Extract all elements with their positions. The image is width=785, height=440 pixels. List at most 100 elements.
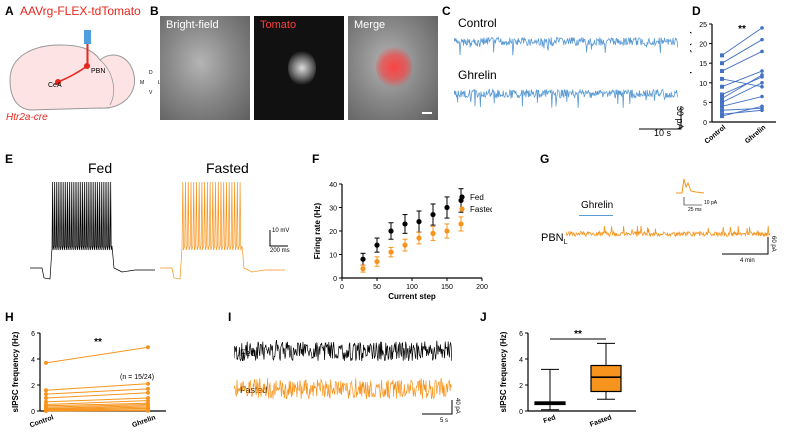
- chart-d: 0 5 10 15 20 25 sEPSC frequency (Hz) Control Ghr…: [690, 22, 776, 146]
- orientation-axes: D M L V: [140, 70, 162, 98]
- chart-j-category: Fasted: [589, 414, 613, 428]
- chart-d-pair-line: [721, 74, 763, 99]
- chart-d-control-point: [720, 100, 724, 105]
- trace-g-sub: L: [563, 239, 568, 247]
- chart-d-significance: **: [738, 24, 746, 35]
- chart-j-category: Fed: [543, 414, 557, 425]
- chart-h-control-point: [44, 409, 48, 413]
- merge-image: Merge: [348, 16, 438, 120]
- chart-h-category: Ghrelin: [131, 414, 156, 429]
- chart-f-point-fasted: [458, 221, 464, 227]
- chart-f-point-fasted: [444, 228, 450, 234]
- chart-h-pair-line: [45, 392, 149, 399]
- chart-f-point-fed: [374, 242, 380, 248]
- chart-d-ghrelin-point: [760, 94, 764, 99]
- chart-h-pair-line: [45, 397, 149, 403]
- chart-h-ghrelin-point: [146, 390, 150, 395]
- brightfield-image: Bright-field: [160, 16, 250, 120]
- chart-h-pair-line: [45, 404, 149, 408]
- trace-label-ghrelin: Ghrelin: [458, 68, 497, 82]
- chart-f-point-fed: [444, 204, 450, 211]
- scale-i-x: 5 s: [440, 418, 449, 424]
- chart-d-control-point: [720, 84, 724, 89]
- trace-label-fed: Fed: [88, 160, 113, 176]
- chart-h-y-tick-label: 6: [31, 331, 35, 338]
- brightfield-label: Bright-field: [166, 19, 219, 31]
- chart-d-control-point: [720, 104, 724, 109]
- mouse-line-label: Htr2a-cre: [6, 112, 48, 123]
- trace-i-fasted: [234, 378, 452, 400]
- panel-label-f: F: [312, 152, 320, 166]
- chart-d-y-tick-label: 15: [699, 61, 707, 68]
- chart-d-y-tick-label: 20: [699, 42, 707, 49]
- chart-f-point-fed: [430, 211, 436, 218]
- chart-h-control-point: [44, 392, 48, 397]
- scale-bar-c: [639, 106, 682, 130]
- firing-trace-fed: [30, 181, 155, 280]
- chart-j-y-tick-label: 6: [519, 331, 523, 338]
- chart-f-y-tick-label: 20: [329, 229, 337, 236]
- cea-label: CeA: [48, 82, 62, 89]
- chart-h-pair-line: [45, 400, 149, 405]
- inset-x: 25 ms: [688, 207, 702, 213]
- chart-f-x-tick-label: 150: [441, 284, 453, 291]
- chart-h: 0 2 4 6 sIPSC frequency (Hz) Control Ghrelin **…: [11, 331, 166, 429]
- chart-d-control-point: [720, 61, 724, 66]
- brain-sagittal-diagram: [9, 30, 136, 111]
- chart-d-control-point: [720, 76, 724, 81]
- chart-d-pair-line: [721, 39, 763, 64]
- panel-label-g: G: [540, 152, 550, 166]
- chart-d-pair-line: [721, 70, 763, 88]
- chart-d-control-point: [720, 112, 724, 117]
- trace-i-fed: [234, 340, 452, 362]
- inset-event: [676, 178, 705, 206]
- chart-d-ghrelin-point: [760, 37, 764, 42]
- chart-f-point-fed: [416, 219, 422, 225]
- chart-d-ghrelin-point: [760, 106, 764, 111]
- chart-f-point-fasted: [388, 249, 394, 255]
- scale-c-y: 30 pA: [675, 106, 685, 130]
- chart-h-control-point: [44, 396, 48, 400]
- chart-d-ghrelin-point: [760, 26, 764, 30]
- chart-f-x-tick-label: 0: [340, 284, 344, 291]
- chart-h-pair-line: [45, 405, 149, 409]
- chart-h-y-tick-label: 4: [31, 357, 35, 364]
- scale-bar-i: [422, 400, 453, 415]
- chart-h-y-tick-label: 2: [31, 383, 35, 390]
- chart-f-legend-marker-fed: [459, 194, 465, 200]
- chart-f-x-tick-label: 50: [373, 284, 381, 291]
- scale-bar: [422, 112, 432, 114]
- drug-bar: [579, 215, 613, 216]
- panel-label-d: D: [692, 4, 701, 18]
- chart-j-box-fasted: [590, 364, 622, 393]
- chart-h-pair-line: [45, 346, 149, 364]
- chart-h-ghrelin-point: [146, 381, 150, 386]
- chart-d-pair-line: [721, 27, 763, 56]
- chart-h-pair-line: [45, 388, 149, 395]
- chart-f-y-label: Firing rate (Hz): [313, 202, 322, 259]
- drug-label: Ghrelin: [581, 200, 614, 211]
- chart-h-pair-line: [45, 407, 149, 411]
- panel-a-schematic: AAVrg-FLEX-tdTomato CeA PBN Htr2a-cre: [0, 0, 150, 150]
- chart-f-y-tick-label: 0: [333, 276, 337, 283]
- chart-f-point-fasted: [402, 242, 408, 248]
- trace-ghrelin: [454, 88, 678, 108]
- chart-f-point-fasted: [374, 258, 380, 265]
- chart-d-control-point: [720, 96, 724, 101]
- chart-d-y-tick-label: 5: [703, 100, 707, 107]
- chart-f-point-fasted: [416, 235, 422, 241]
- chart-f-point-fasted: [430, 230, 436, 236]
- scale-bar-g: [722, 237, 769, 255]
- scale-g-y: 60 pA: [770, 236, 776, 252]
- chart-f-legend-marker-fasted: [459, 206, 465, 212]
- chart-d-ghrelin-point: [760, 84, 764, 89]
- chart-d-pair-line: [721, 107, 763, 111]
- chart-d-pair-line: [721, 76, 763, 95]
- chart-h-significance: **: [94, 337, 102, 348]
- chart-j-y-tick-label: 2: [519, 383, 523, 390]
- chart-d-control-point: [720, 108, 724, 113]
- axis-m: M: [140, 80, 145, 86]
- panel-label-i: I: [228, 310, 232, 324]
- panel-label-h: H: [5, 310, 14, 324]
- trace-i-label-fasted: Fasted: [240, 385, 268, 395]
